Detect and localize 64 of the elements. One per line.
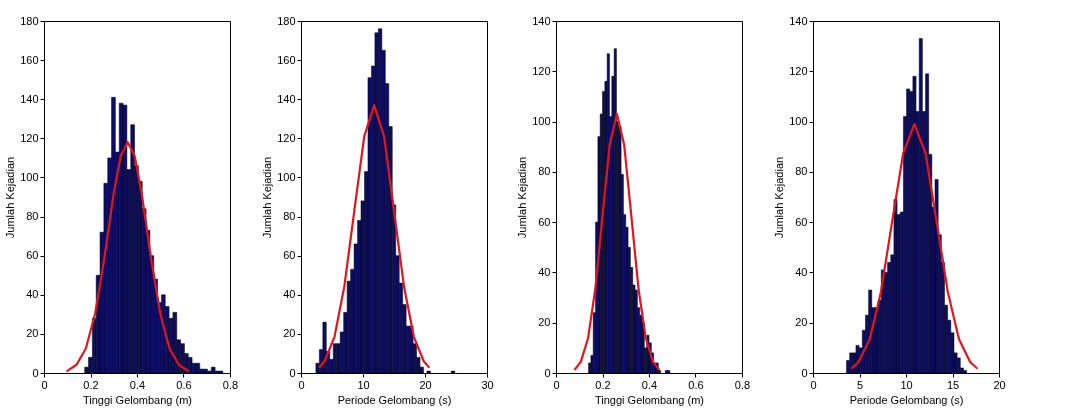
y-tick-label: 100 <box>789 115 808 128</box>
y-tick-label: 0 <box>289 366 296 379</box>
y-tick-label: 60 <box>538 215 551 228</box>
x-tick-label: 10 <box>357 378 370 391</box>
x-tick-label: 30 <box>481 378 494 391</box>
x-tick-label: 0.2 <box>83 378 99 391</box>
x-axis-title: Periode Gelombang (s) <box>849 393 964 406</box>
x-tick-label: 0.8 <box>222 378 239 391</box>
x-tick-label: 0 <box>298 378 305 391</box>
y-tick-label: 40 <box>283 288 296 301</box>
y-tick-label: 80 <box>538 165 551 178</box>
y-tick-label: 120 <box>532 64 551 77</box>
y-tick-label: 40 <box>538 265 551 278</box>
x-tick-label: 0 <box>553 378 560 391</box>
x-axis-title: Periode Gelombang (s) <box>337 393 452 406</box>
y-tick-label: 40 <box>26 288 39 301</box>
x-tick-label: 5 <box>856 378 864 391</box>
x-tick-label: 15 <box>946 378 960 391</box>
y-tick-label: 60 <box>795 215 808 228</box>
x-tick-label: 0.6 <box>688 378 704 391</box>
y-tick-label: 20 <box>795 316 808 329</box>
y-axis-title: Jumlah Kejadian <box>261 156 274 239</box>
y-tick-label: 60 <box>26 249 39 262</box>
y-tick-label: 80 <box>26 210 39 223</box>
y-tick-label: 20 <box>538 316 551 329</box>
x-axis-title: Tinggi Gelombang (m) <box>82 393 193 406</box>
x-tick-label: 0 <box>810 378 817 391</box>
y-tick-label: 100 <box>532 115 551 128</box>
x-tick-label: 0.4 <box>641 378 658 391</box>
y-tick-label: 140 <box>789 14 808 27</box>
x-tick-label: 0 <box>41 378 48 391</box>
x-axis-title: Tinggi Gelombang (m) <box>594 393 705 406</box>
y-tick-label: 80 <box>795 165 808 178</box>
y-axis-title: Jumlah Kejadian <box>4 156 17 239</box>
x-tick-label: 0.2 <box>595 378 611 391</box>
y-tick-label: 100 <box>20 170 39 183</box>
y-tick-label: 60 <box>283 249 296 262</box>
y-tick-label: 80 <box>283 210 296 223</box>
x-tick-label: 10 <box>900 378 913 391</box>
y-tick-label: 140 <box>532 14 551 27</box>
y-tick-label: 40 <box>795 265 808 278</box>
x-tick-label: 0.8 <box>734 378 751 391</box>
y-tick-label: 0 <box>544 366 551 379</box>
line-series <box>573 112 660 371</box>
y-tick-label: 120 <box>20 131 39 144</box>
y-tick-label: 20 <box>283 327 296 340</box>
y-tick-label: 120 <box>277 131 296 144</box>
y-tick-label: 120 <box>789 64 808 77</box>
y-tick-label: 140 <box>20 92 39 105</box>
y-tick-label: 100 <box>277 170 296 183</box>
y-axis-title: Jumlah Kejadian <box>773 156 786 239</box>
y-tick-label: 180 <box>277 14 296 27</box>
x-tick-label: 20 <box>993 378 1006 391</box>
x-tick-label: 0.4 <box>129 378 146 391</box>
x-tick-label: 20 <box>419 378 432 391</box>
y-tick-label: 0 <box>32 366 39 379</box>
y-tick-label: 0 <box>801 366 808 379</box>
y-axis-title: Jumlah Kejadian <box>516 156 529 239</box>
y-tick-label: 20 <box>26 327 39 340</box>
y-tick-label: 140 <box>277 92 296 105</box>
y-tick-label: 160 <box>20 53 39 66</box>
y-tick-label: 160 <box>277 53 296 66</box>
x-tick-label: 0.6 <box>176 378 192 391</box>
y-tick-label: 180 <box>20 14 39 27</box>
